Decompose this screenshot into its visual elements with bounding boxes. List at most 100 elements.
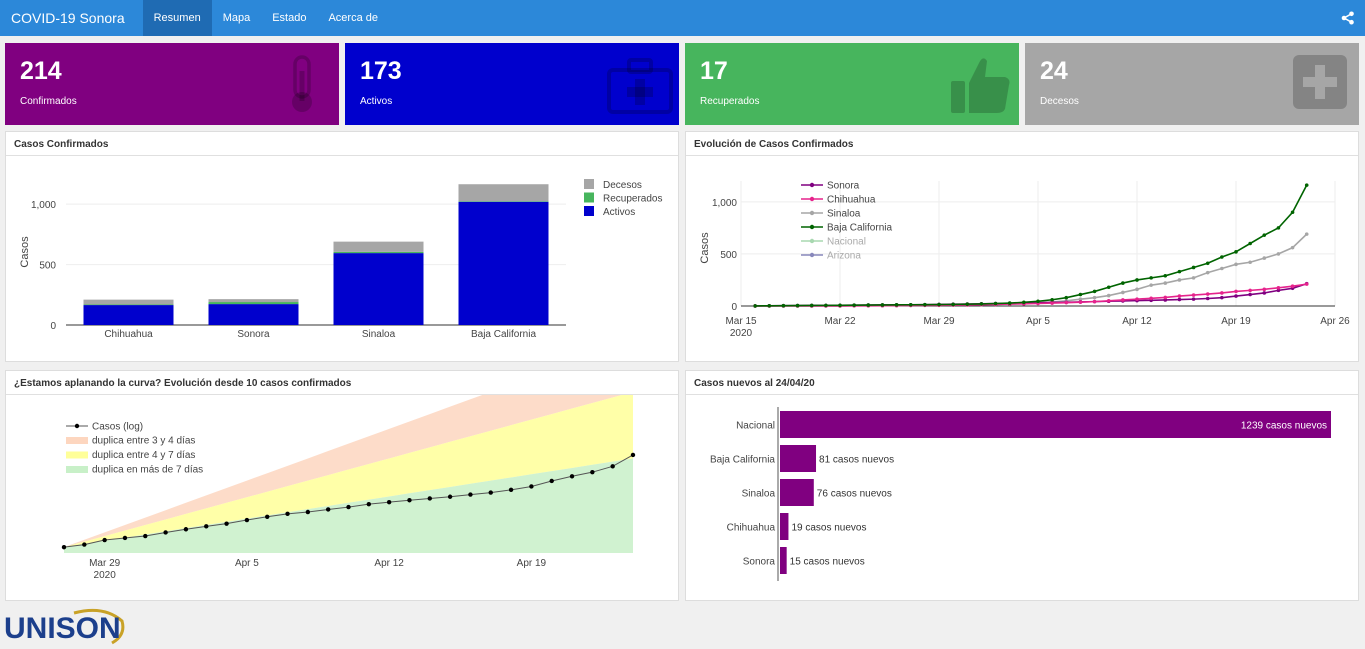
data-point	[1135, 287, 1139, 292]
data-point	[838, 303, 842, 308]
x-tick-label: Apr 19	[517, 558, 547, 569]
stacked-bar-chart: 0 500 1,000 Casos Chihuahua Sonora Sinaloa Baja…	[19, 179, 662, 340]
data-point	[366, 501, 372, 507]
data-label: 19 casos nuevos	[791, 523, 866, 534]
legend-label: duplica entre 4 y 7 días	[92, 450, 195, 461]
data-point	[244, 517, 250, 523]
legend-marker	[809, 182, 815, 188]
unison-logo: UNISON	[4, 608, 125, 645]
data-point	[1276, 226, 1281, 230]
horizontal-bar-chart: Nacional 1239 casos nuevos Baja California…	[710, 407, 1331, 581]
data-point	[781, 303, 786, 308]
y-tick-label: Chihuahua	[727, 523, 776, 534]
x-tick-label: Mar 15	[725, 316, 757, 327]
bar	[83, 299, 174, 305]
bar	[208, 302, 299, 305]
legend-label: Sonora	[827, 181, 860, 192]
data-point	[1248, 260, 1252, 265]
y-tick-label: 1,000	[31, 200, 56, 211]
data-point	[488, 490, 493, 495]
data-point	[1106, 285, 1111, 290]
data-label: 76 casos nuevos	[817, 489, 892, 500]
data-point	[1135, 297, 1139, 301]
data-point	[1276, 288, 1281, 293]
data-point	[102, 537, 107, 543]
data-point	[183, 527, 189, 532]
data-point	[529, 484, 534, 489]
data-point	[979, 302, 984, 306]
data-point	[1163, 295, 1168, 300]
legend-swatch	[66, 466, 88, 473]
legend-label: duplica en más de 7 días	[92, 465, 203, 476]
data-point	[1234, 289, 1238, 294]
x-tick-label: Baja California	[471, 329, 536, 340]
data-point	[1220, 255, 1224, 259]
valuebox-activos: 173 Activos	[345, 43, 679, 125]
tab-resumen[interactable]: Resumen	[142, 0, 212, 36]
data-point	[1007, 301, 1012, 305]
data-point	[923, 302, 927, 307]
data-point	[224, 521, 229, 526]
data-point	[1121, 281, 1125, 285]
data-point	[1262, 287, 1267, 292]
legend-marker	[74, 423, 80, 429]
data-point	[1290, 210, 1295, 215]
valuebox-value: 214	[20, 57, 62, 85]
bar	[83, 305, 174, 325]
data-point	[852, 303, 856, 307]
data-point	[569, 474, 575, 479]
x-tick-label: Apr 5	[235, 558, 259, 569]
bar	[780, 547, 787, 574]
share-icon[interactable]	[1341, 11, 1355, 25]
data-point	[468, 492, 473, 497]
data-point	[447, 494, 453, 499]
data-point	[427, 496, 432, 501]
tab-acerca-de[interactable]: Acerca de	[328, 12, 378, 24]
y-tick-label: 0	[50, 321, 56, 332]
data-point	[1177, 269, 1182, 274]
data-point	[1191, 265, 1196, 270]
x-tick-label: Sinaloa	[362, 329, 396, 340]
data-point	[1135, 278, 1139, 282]
y-tick-label: Nacional	[736, 421, 775, 432]
data-point	[630, 452, 636, 458]
data-point	[285, 511, 290, 517]
panel-title: Evolución de Casos Confirmados	[686, 132, 1358, 156]
y-axis-label: Casos	[19, 236, 31, 268]
tab-mapa[interactable]: Mapa	[222, 12, 251, 24]
data-point	[795, 303, 800, 308]
data-point	[1163, 281, 1168, 285]
bar	[333, 241, 424, 252]
x-tick-label: Chihuahua	[104, 329, 153, 340]
doubling-band	[64, 395, 622, 548]
data-point	[1050, 301, 1054, 305]
data-point	[1248, 288, 1252, 293]
legend-label: Sinaloa	[827, 209, 861, 220]
bar	[458, 201, 549, 325]
legend-label: Casos (log)	[92, 422, 143, 433]
panel-title: ¿Estamos aplanando la curva? Evolución d…	[6, 371, 678, 395]
data-point	[1262, 233, 1267, 237]
x-tick-label: Apr 12	[374, 558, 404, 569]
data-label: 15 casos nuevos	[790, 557, 865, 568]
valuebox-label: Decesos	[1040, 96, 1079, 107]
y-tick-label: 500	[39, 261, 56, 272]
legend-swatch	[584, 206, 594, 216]
y-tick-label: Baja California	[710, 455, 775, 466]
data-point	[1191, 276, 1196, 280]
tab-estado[interactable]: Estado	[272, 12, 307, 24]
data-point	[549, 478, 554, 484]
y-tick-label: 0	[731, 302, 737, 313]
legend-label: Recuperados	[603, 194, 662, 205]
y-tick-label: Sonora	[743, 557, 776, 568]
bar	[83, 304, 174, 306]
x-tick-label: Mar 29	[89, 558, 121, 569]
x-tick-label: Mar 29	[923, 316, 955, 327]
app-title[interactable]: COVID-19 Sonora	[11, 10, 125, 26]
bar	[780, 445, 817, 472]
data-point	[1177, 294, 1182, 298]
legend-label: Activos	[603, 207, 635, 218]
data-point	[753, 304, 757, 308]
bar	[458, 201, 549, 202]
